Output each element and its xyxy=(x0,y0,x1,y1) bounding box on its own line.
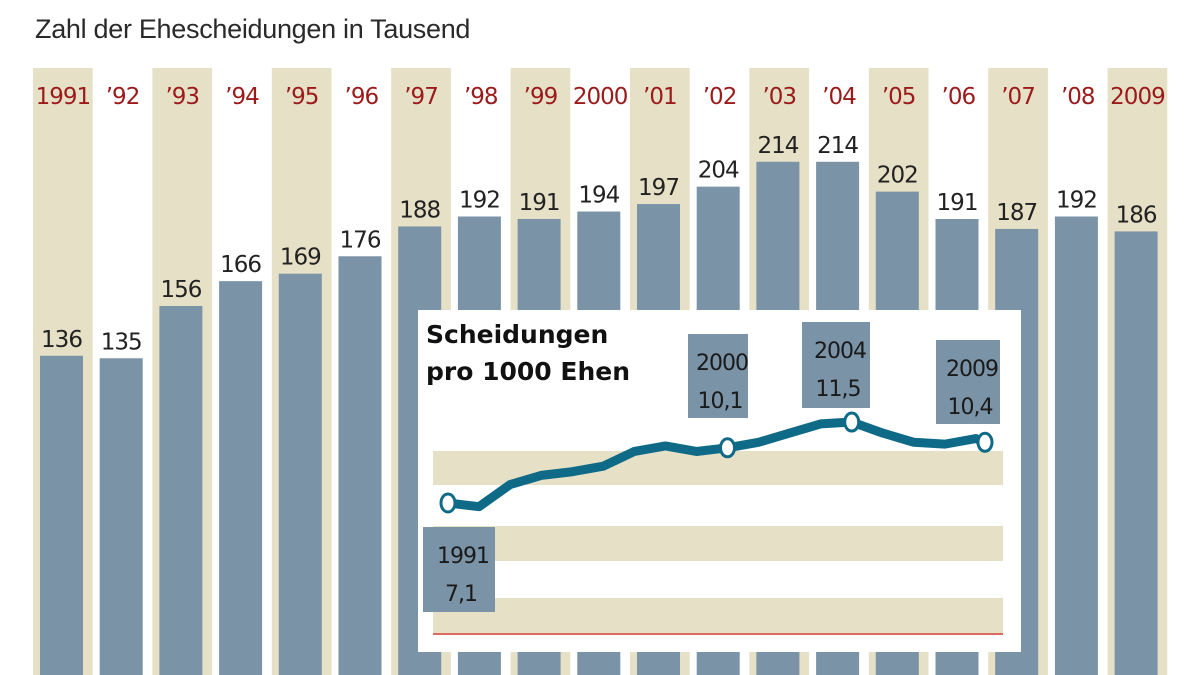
year-label: ’06 xyxy=(942,84,976,110)
year-label: ’96 xyxy=(345,84,379,110)
year-label: ’92 xyxy=(106,84,140,110)
bar-value-label: 187 xyxy=(996,200,1037,226)
bar-value-label: 186 xyxy=(1116,202,1157,228)
inset-band xyxy=(433,598,1003,633)
annotation-box xyxy=(688,334,748,418)
year-label: ’95 xyxy=(285,84,319,110)
bar xyxy=(40,355,83,675)
line-marker xyxy=(439,492,457,514)
bar xyxy=(278,273,322,675)
line-point xyxy=(912,441,915,444)
line-point xyxy=(788,432,791,435)
year-label: ’94 xyxy=(225,84,259,110)
bar-value-label: 202 xyxy=(877,163,918,189)
year-label: 2009 xyxy=(1110,84,1165,110)
year-label: ’97 xyxy=(404,84,438,110)
bar-value-label: 136 xyxy=(41,327,82,353)
inset-title: Scheidungen xyxy=(426,320,608,349)
bar xyxy=(1054,216,1098,675)
bar xyxy=(1114,231,1158,675)
bar-value-label: 188 xyxy=(399,197,440,223)
inset-title: pro 1000 Ehen xyxy=(426,357,630,386)
annotation-box xyxy=(936,340,1000,424)
year-label: ’08 xyxy=(1061,84,1095,110)
line-point xyxy=(571,470,574,473)
line-point xyxy=(664,444,667,447)
bar-value-label: 214 xyxy=(757,133,798,159)
year-label: ’03 xyxy=(762,84,796,110)
bar-value-label: 191 xyxy=(519,190,560,216)
line-point xyxy=(695,450,698,453)
year-label: 1991 xyxy=(36,84,91,110)
line-point xyxy=(509,483,512,486)
year-label: ’99 xyxy=(524,84,558,110)
bar-value-label: 192 xyxy=(1056,187,1097,213)
bar-value-label: 135 xyxy=(101,329,142,355)
annotation-year: 2000 xyxy=(696,351,748,376)
line-marker xyxy=(843,411,861,433)
bar-value-label: 169 xyxy=(280,245,321,271)
bar-value-label: 214 xyxy=(817,133,858,159)
year-label: ’93 xyxy=(165,84,199,110)
bar xyxy=(338,256,382,675)
bar-value-label: 156 xyxy=(160,277,201,303)
year-label: ’04 xyxy=(822,84,856,110)
annotation-value: 10,1 xyxy=(698,389,743,414)
line-point xyxy=(943,443,946,446)
annotation-year: 2004 xyxy=(814,339,866,364)
bar-value-label: 176 xyxy=(340,227,381,253)
year-label: ’02 xyxy=(703,84,737,110)
line-marker xyxy=(719,437,736,459)
bar-value-label: 191 xyxy=(937,190,978,216)
line-point xyxy=(478,505,481,508)
line-point xyxy=(602,465,605,468)
bar-value-label: 192 xyxy=(459,187,500,213)
annotation-value: 11,5 xyxy=(816,377,861,402)
annotation-value: 10,4 xyxy=(948,395,993,420)
year-label: ’07 xyxy=(1001,84,1035,110)
line-point xyxy=(974,437,977,440)
annotation-box xyxy=(423,527,495,612)
line-point xyxy=(633,450,636,453)
annotation-year: 1991 xyxy=(437,544,489,569)
year-label: 2000 xyxy=(573,84,628,110)
bar-value-label: 166 xyxy=(220,252,261,278)
line-point xyxy=(757,441,760,444)
bar xyxy=(219,281,263,675)
bar xyxy=(159,306,203,675)
bar xyxy=(99,358,143,675)
bar-value-label: 197 xyxy=(638,175,679,201)
inset-band xyxy=(433,526,1003,561)
year-label: ’01 xyxy=(643,84,677,110)
annotation-year: 2009 xyxy=(946,357,998,382)
year-label: ’05 xyxy=(882,84,916,110)
annotation-value: 7,1 xyxy=(445,582,477,607)
bar-value-label: 194 xyxy=(578,183,619,209)
year-label: ’98 xyxy=(464,84,498,110)
line-marker xyxy=(976,431,994,453)
line-point xyxy=(540,474,543,477)
annotation-box xyxy=(802,322,870,408)
line-point xyxy=(881,432,884,435)
bar-value-label: 204 xyxy=(698,158,739,184)
line-point xyxy=(819,422,822,425)
chart-subtitle: Zahl der Ehescheidungen in Tausend xyxy=(35,14,471,44)
